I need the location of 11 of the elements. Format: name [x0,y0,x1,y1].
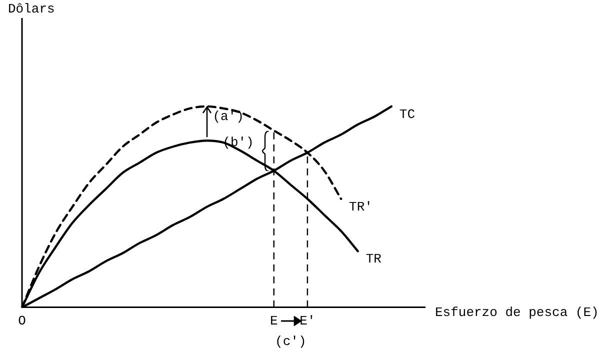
text: Dôlars [8,1,55,16]
series-label: TR' [349,199,372,214]
x-tick-label: E [270,314,278,329]
annotation: (b') [222,135,254,150]
x-axis-title: Esfuerzo de pesca (E) [435,304,599,320]
text: (c') [275,334,306,349]
series-label: TR [366,252,382,267]
series-label: TC [399,106,416,122]
annotation: (a') [212,108,244,124]
x-tick-label: O [18,314,26,329]
x-tick-label: E' [300,314,316,329]
